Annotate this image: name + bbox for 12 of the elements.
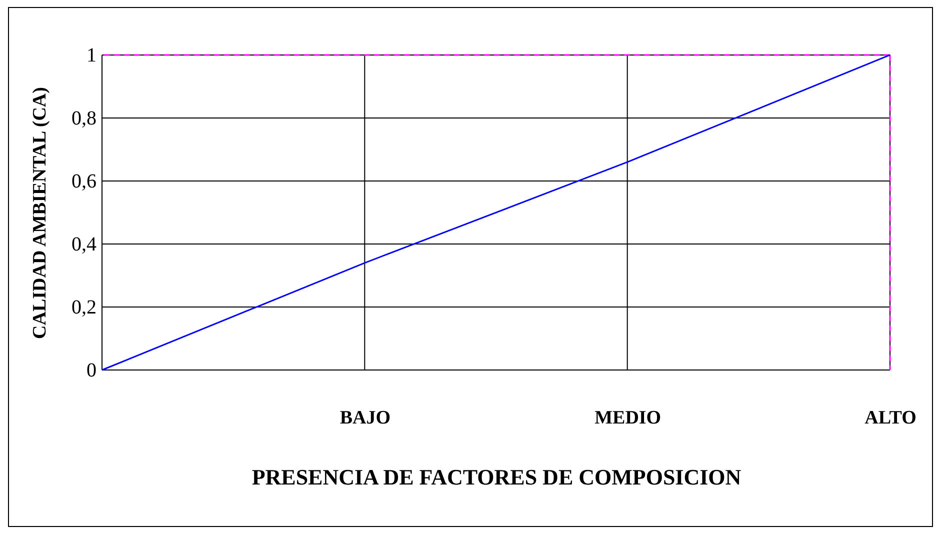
y-tick-label: 0,6 [72,170,96,192]
y-tick-label: 0,4 [72,234,96,256]
x-axis-title: PRESENCIA DE FACTORES DE COMPOSICION [252,464,742,490]
x-tick-label: BAJO [340,408,391,428]
y-tick-label: 1 [86,44,96,66]
line-series [101,54,891,371]
y-axis-title: CALIDAD AMBIENTAL (CA) [30,87,50,339]
y-tick-label: 0,8 [72,108,96,130]
y-tick-label: 0 [86,360,96,382]
y-tick-label: 0,2 [72,296,96,318]
x-tick-label: ALTO [864,408,916,428]
x-tick-label: MEDIO [594,408,662,428]
